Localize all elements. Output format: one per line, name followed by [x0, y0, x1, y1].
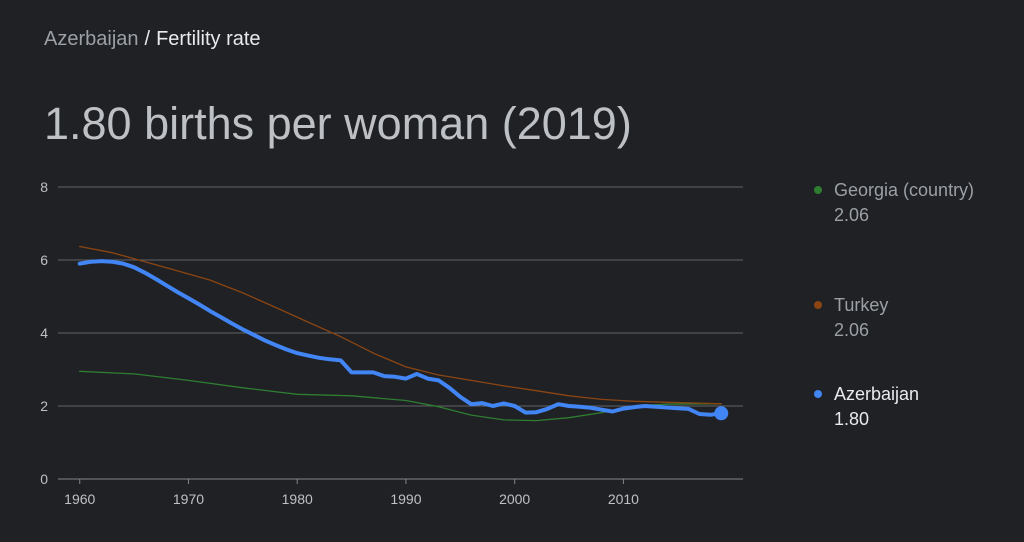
legend-series-value: 2.06	[834, 320, 870, 340]
grid-lines	[58, 186, 743, 480]
series-lines	[77, 245, 729, 422]
legend-text: Azerbaijan 1.80	[834, 382, 1014, 432]
x-tick-label-2010: 2010	[608, 491, 639, 507]
fertility-line-chart[interactable]: 0 2 4 6 8 1960 1970 1980 1990 2000 2010	[0, 170, 800, 515]
legend-series-value: 1.80	[834, 409, 870, 429]
legend-text: Georgia (country) 2.06	[834, 178, 1014, 228]
y-tick-label-0: 0	[40, 471, 48, 487]
legend-series-value: 2.06	[834, 205, 870, 225]
x-axis-ticks: 1960 1970 1980 1990 2000 2010	[64, 479, 639, 507]
breadcrumb-current-page: Fertility rate	[156, 28, 261, 50]
headline-value: 1.80 births per woman (2019)	[44, 98, 632, 149]
y-axis-ticks: 0 2 4 6 8	[40, 179, 48, 487]
y-tick-label-8: 8	[40, 179, 48, 195]
breadcrumb: Azerbaijan / Fertility rate	[44, 27, 261, 51]
legend-series-name: Georgia (country)	[834, 180, 975, 200]
legend-text: Turkey 2.06	[834, 293, 1014, 343]
legend-dot-icon	[814, 186, 822, 194]
y-tick-label-2: 2	[40, 398, 48, 414]
legend-dot-icon	[814, 301, 822, 309]
series-line-azerbaijan	[77, 259, 724, 417]
legend-series-name: Turkey	[834, 295, 889, 315]
legend-series-name: Azerbaijan	[834, 384, 920, 404]
x-tick-label-2000: 2000	[499, 491, 530, 507]
series-endpoint-marker-azerbaijan	[714, 406, 729, 421]
y-tick-label-6: 6	[40, 252, 48, 268]
x-tick-label-1990: 1990	[390, 491, 421, 507]
breadcrumb-separator: /	[144, 28, 151, 50]
series-line-turkey	[79, 245, 722, 405]
x-tick-label-1970: 1970	[173, 491, 204, 507]
y-tick-label-4: 4	[40, 325, 48, 341]
legend-dot-icon	[814, 390, 822, 398]
breadcrumb-link-azerbaijan[interactable]: Azerbaijan	[44, 28, 139, 50]
x-tick-label-1960: 1960	[64, 491, 95, 507]
x-tick-label-1980: 1980	[282, 491, 313, 507]
